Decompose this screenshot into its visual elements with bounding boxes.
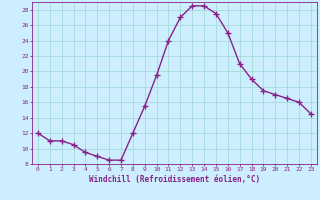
X-axis label: Windchill (Refroidissement éolien,°C): Windchill (Refroidissement éolien,°C) <box>89 175 260 184</box>
